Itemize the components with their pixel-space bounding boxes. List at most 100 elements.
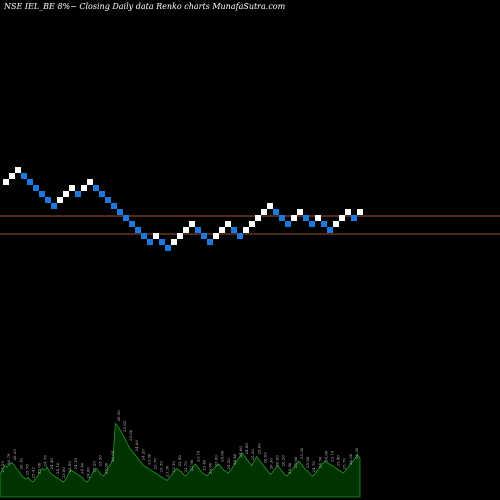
volume-label: 24.70 <box>311 461 316 473</box>
volume-label: 25.00 <box>128 429 133 441</box>
renko-brick <box>303 215 309 221</box>
renko-brick <box>267 203 273 209</box>
volume-label: 24.40 <box>232 453 237 465</box>
renko-brick <box>219 227 225 233</box>
volume-label: 23.10 <box>171 461 176 473</box>
volume-label: 24.10 <box>55 462 60 474</box>
volume-label: 26.79 <box>6 453 11 465</box>
renko-brick <box>177 233 183 239</box>
volume-label: 24.40 <box>79 462 84 474</box>
volume-label: 27.25 <box>0 461 5 473</box>
renko-brick <box>141 233 147 239</box>
volume-label: 26.10 <box>18 458 23 470</box>
renko-brick <box>333 221 339 227</box>
renko-brick <box>117 209 123 215</box>
renko-brick <box>207 239 213 245</box>
renko-brick <box>195 227 201 233</box>
renko-brick <box>291 215 297 221</box>
renko-brick <box>327 227 333 233</box>
volume-label: 22.90 <box>177 455 182 467</box>
volume-label: 23.50 <box>159 461 164 473</box>
volume-label: 25.60 <box>256 443 261 455</box>
renko-brick <box>153 233 159 239</box>
volume-label: 23.30 <box>165 465 170 477</box>
renko-brick <box>213 233 219 239</box>
renko-brick <box>159 239 165 245</box>
volume-label: 25.50 <box>98 455 103 467</box>
renko-brick <box>297 209 303 215</box>
volume-label: 24.80 <box>323 450 328 462</box>
renko-brick <box>129 221 135 227</box>
volume-label: 25.20 <box>250 449 255 461</box>
renko-brick <box>261 209 267 215</box>
volume-label: 24.76 <box>43 455 48 467</box>
volume-label: 24.20 <box>226 458 231 470</box>
renko-brick <box>123 215 129 221</box>
renko-brick <box>57 197 63 203</box>
reference-lines <box>0 215 500 235</box>
volume-label: 26.00 <box>348 453 353 465</box>
volume-label: 25.60 <box>293 456 298 468</box>
volume-label: 24.00 <box>220 450 225 462</box>
volume-label: 25.90 <box>287 462 292 474</box>
renko-brick <box>171 239 177 245</box>
renko-brick <box>183 227 189 233</box>
volume-label: 24.19 <box>73 458 78 470</box>
renko-brick <box>99 191 105 197</box>
renko-brick <box>255 215 261 221</box>
renko-bricks <box>3 167 363 251</box>
volume-area-path <box>0 422 361 498</box>
volume-label: 24.80 <box>244 443 249 455</box>
volume-label: 26.50 <box>116 410 121 422</box>
renko-brick <box>75 191 81 197</box>
chart-title: NSE IEL_BE 8%~ Closing Daily data Renko … <box>3 2 286 11</box>
volume-label: 25.40 <box>336 455 341 467</box>
volume-label: 24.80 <box>85 467 90 479</box>
renko-brick <box>87 179 93 185</box>
renko-brick <box>309 221 315 227</box>
renko-brick <box>165 245 171 251</box>
renko-brick <box>27 179 33 185</box>
volume-label: 22.70 <box>183 461 188 473</box>
volume-label: 24.60 <box>238 446 243 458</box>
volume-label: 23.10 <box>195 450 200 462</box>
volume-label: 24.60 <box>134 440 139 452</box>
renko-brick <box>135 227 141 233</box>
volume-label: 25.80 <box>104 462 109 474</box>
volume-area <box>0 422 361 498</box>
volume-label: 25.00 <box>37 462 42 474</box>
renko-brick <box>351 215 357 221</box>
volume-label: 25.42 <box>31 467 36 479</box>
renko-brick <box>225 221 231 227</box>
volume-label: 26.30 <box>268 458 273 470</box>
volume-label: 25.20 <box>92 461 97 473</box>
renko-brick <box>285 221 291 227</box>
volume-label: 23.80 <box>61 467 66 479</box>
volume-label: 24.40 <box>49 458 54 470</box>
renko-brick <box>243 227 249 233</box>
volume-label: 26.35 <box>12 449 17 461</box>
volume-label: 25.62 <box>122 420 127 432</box>
volume-label: 23.40 <box>201 459 206 471</box>
renko-brick <box>345 209 351 215</box>
renko-brick <box>111 203 117 209</box>
renko-brick <box>231 227 237 233</box>
renko-brick <box>315 215 321 221</box>
renko-brick <box>9 173 15 179</box>
renko-brick <box>105 197 111 203</box>
renko-brick <box>81 185 87 191</box>
volume-label: 23.80 <box>214 455 219 467</box>
renko-brick <box>33 185 39 191</box>
renko-brick <box>237 233 243 239</box>
renko-brick <box>63 191 69 197</box>
renko-brick <box>249 221 255 227</box>
volume-label: 25.70 <box>342 458 347 470</box>
renko-brick <box>279 215 285 221</box>
renko-brick <box>189 221 195 227</box>
volume-label: 22.90 <box>189 459 194 471</box>
renko-brick <box>51 203 57 209</box>
volume-label: 26.00 <box>262 452 267 464</box>
